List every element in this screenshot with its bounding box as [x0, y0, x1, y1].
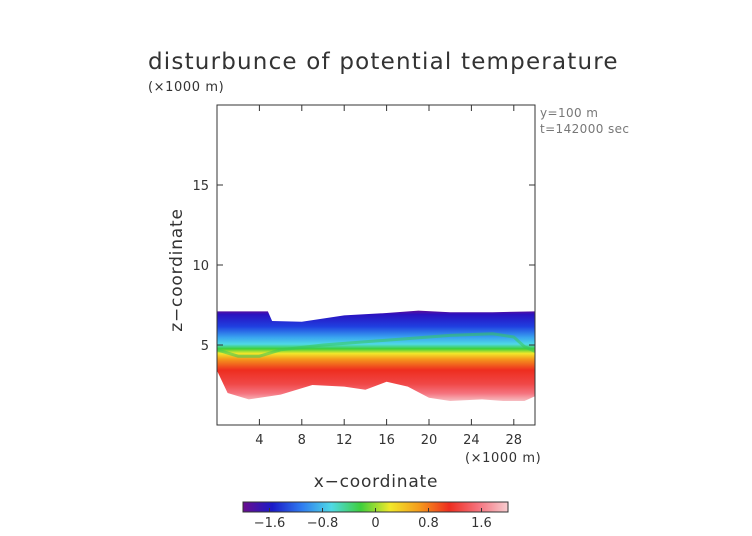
- x-tick-label: 8: [298, 433, 306, 448]
- y-tick-label: 10: [192, 259, 209, 274]
- y-axis: 5 10 15: [192, 179, 535, 354]
- x-tick-label: 16: [378, 433, 395, 448]
- y-tick-label: 15: [192, 179, 209, 194]
- colorbar-tick-label: 0.8: [418, 516, 439, 531]
- annotation-time: t=142000 sec: [540, 122, 629, 136]
- z-unit-label: (×1000 m): [148, 80, 224, 95]
- colorbar-ticks: −1.6 −0.8 0 0.8 1.6: [254, 508, 492, 531]
- annotation-y: y=100 m: [540, 106, 598, 120]
- x-tick-label: 24: [463, 433, 480, 448]
- colorbar: −1.6 −0.8 0 0.8 1.6: [242, 501, 509, 531]
- x-tick-label: 20: [421, 433, 438, 448]
- colorbar-tick-label: −1.6: [254, 516, 286, 531]
- x-tick-label: 12: [336, 433, 353, 448]
- x-tick-label: 4: [255, 433, 263, 448]
- colorbar-tick-label: −0.8: [307, 516, 339, 531]
- x-unit-label: (×1000 m): [465, 451, 541, 466]
- colorbar-tick-label: 0: [371, 516, 379, 531]
- temperature-field: [217, 310, 535, 401]
- chart-title: disturbunce of potential temperature: [148, 49, 619, 75]
- y-axis-label: z−coordinate: [167, 208, 187, 331]
- zero-contour-band: [217, 332, 535, 358]
- y-tick-label: 5: [201, 339, 209, 354]
- plot-area: 4 8 12 16 20 24 28 5 10 15: [192, 104, 536, 448]
- x-axis-label: x−coordinate: [314, 472, 439, 492]
- x-tick-label: 28: [506, 433, 523, 448]
- x-axis: 4 8 12 16 20 24 28: [255, 105, 522, 448]
- colorbar-tick-label: 1.6: [471, 516, 492, 531]
